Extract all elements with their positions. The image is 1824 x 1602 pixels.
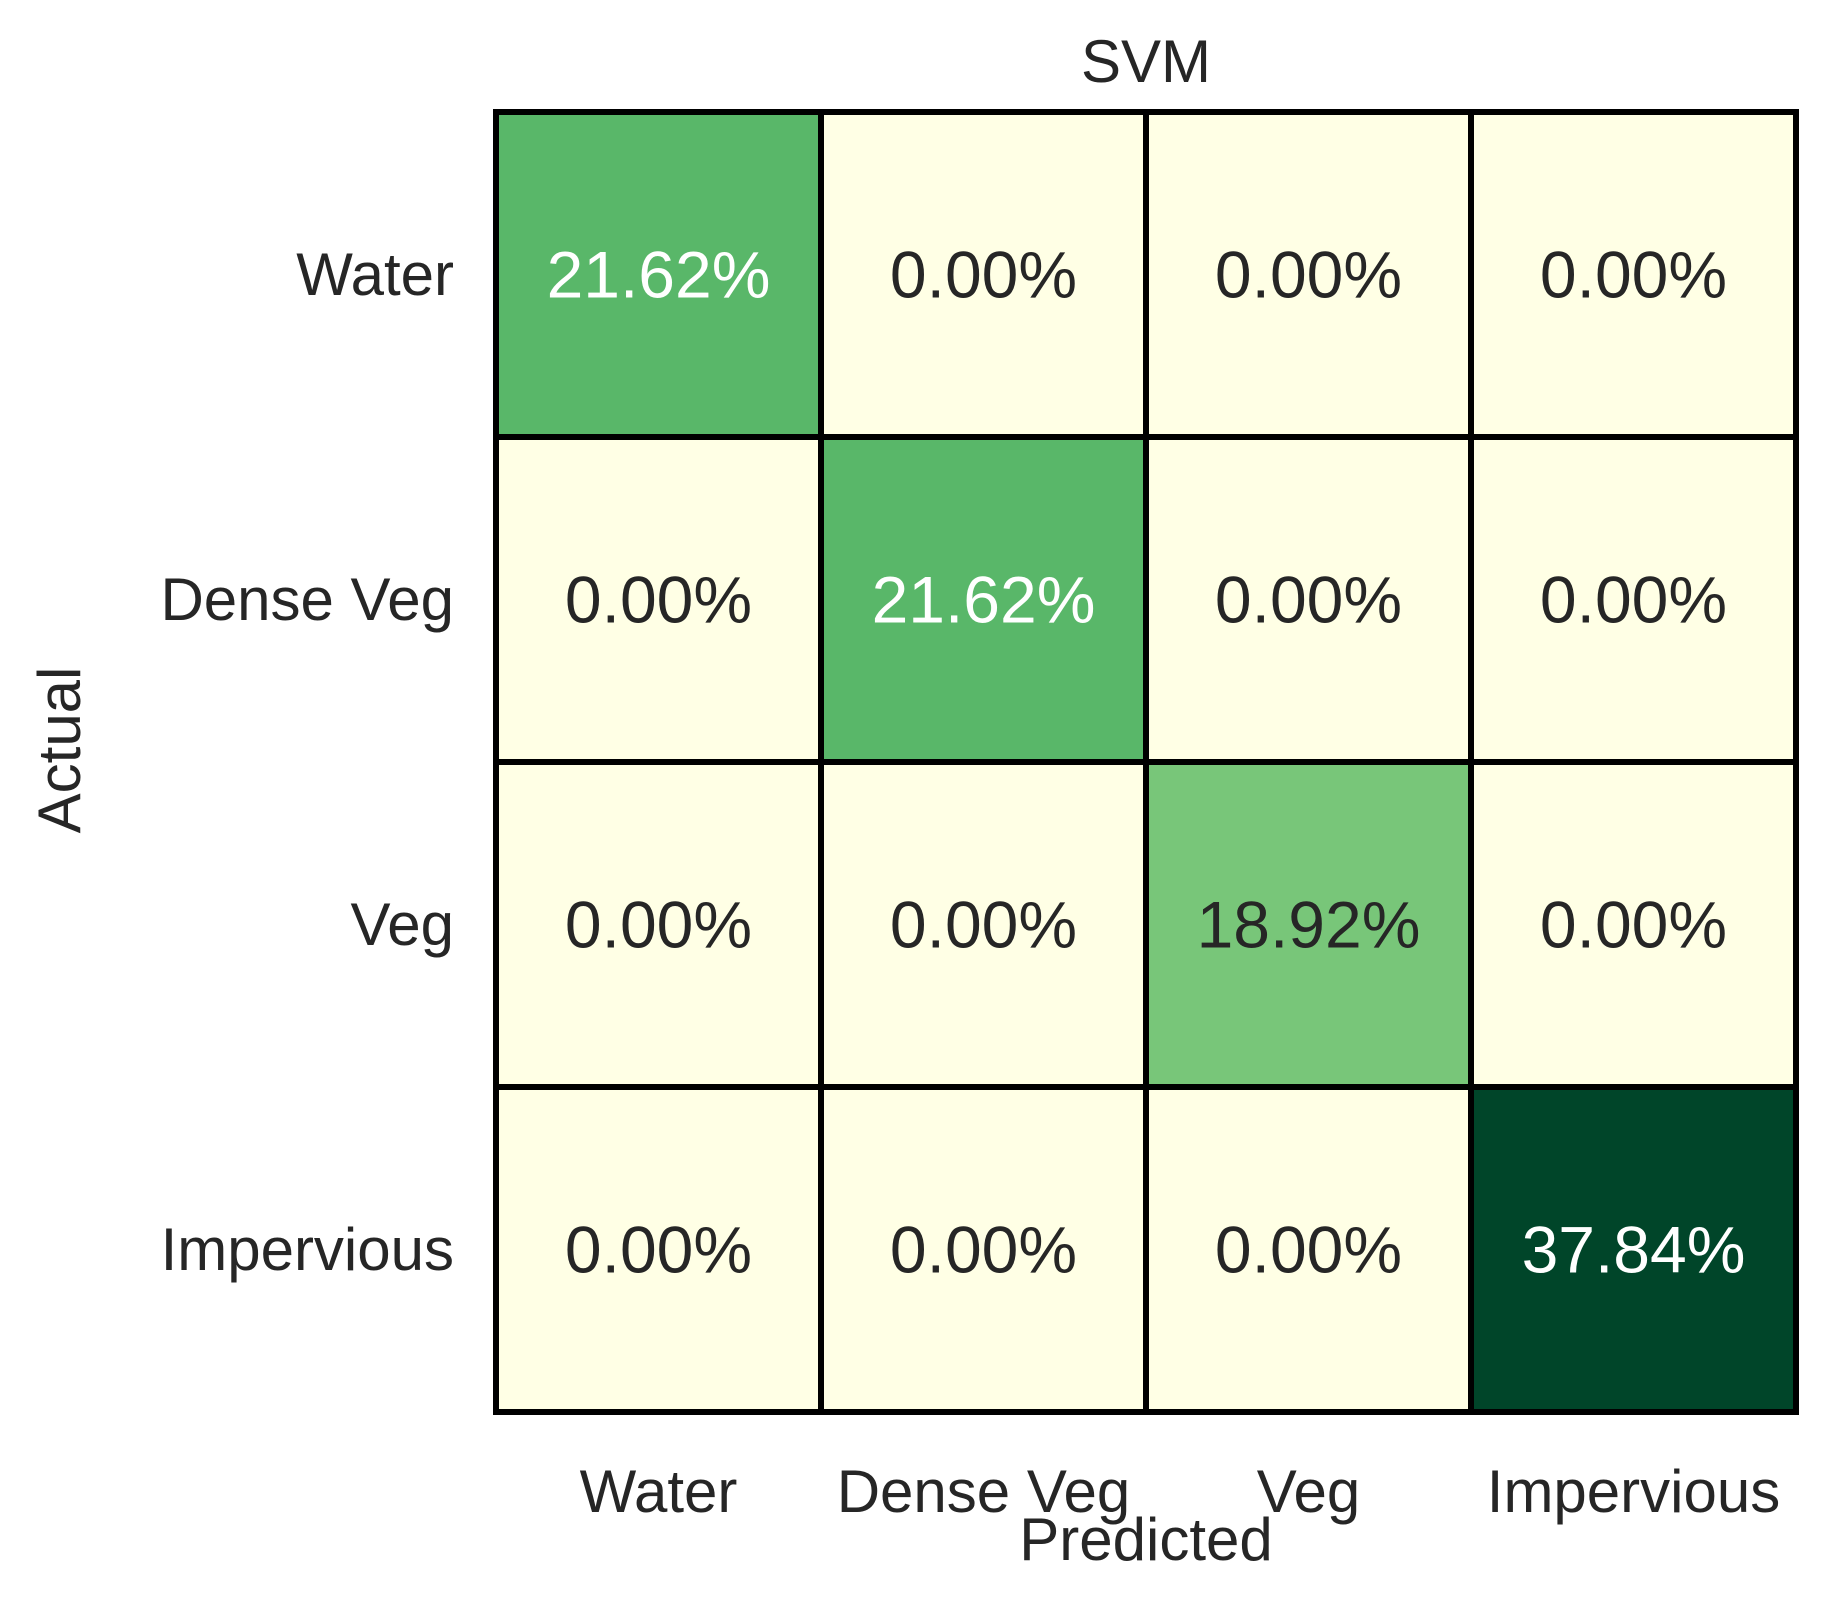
heatmap-cells [493, 109, 1799, 1415]
cell-value-label: 0.00% [1540, 238, 1727, 312]
heatmap-cell [818, 109, 1149, 440]
x-tick-label: Veg [1257, 1458, 1360, 1525]
x-tick-label: Water [580, 1458, 738, 1525]
cell-value-label: 0.00% [1215, 1213, 1402, 1287]
heatmap-cell [818, 759, 1149, 1090]
y-axis-label: Actual [26, 667, 93, 834]
cell-value-label: 0.00% [890, 888, 1077, 962]
y-tick-label: Veg [351, 891, 454, 958]
cell-value-labels: 21.62% 0.00% 0.00% 0.00% 0.00% 21.62% 0.00% 0.0… [547, 238, 1746, 1287]
heatmap-cell [818, 434, 1149, 765]
cell-value-label: 21.62% [872, 563, 1096, 637]
y-tick-label: Impervious [161, 1216, 454, 1283]
x-tick-label: Impervious [1487, 1458, 1780, 1525]
cell-value-label: 0.00% [1215, 238, 1402, 312]
cell-value-label: 0.00% [1215, 563, 1402, 637]
heatmap-cell [818, 1084, 1149, 1415]
cell-value-label: 0.00% [1540, 563, 1727, 637]
y-tick-label: Dense Veg [160, 566, 454, 633]
heatmap-cell [1468, 759, 1799, 1090]
x-tick-labels: Water Dense Veg Veg Impervious [580, 1458, 1781, 1525]
cell-value-label: 0.00% [565, 888, 752, 962]
x-tick-label: Dense Veg [837, 1458, 1131, 1525]
y-tick-label: Water [296, 241, 454, 308]
cell-value-label: 18.92% [1197, 888, 1421, 962]
y-tick-labels: Water Dense Veg Veg Impervious [160, 241, 454, 1283]
cell-value-label: 0.00% [890, 1213, 1077, 1287]
cell-value-label: 0.00% [890, 238, 1077, 312]
chart-title: SVM [1081, 28, 1211, 95]
heatmap-cell [1468, 434, 1799, 765]
x-axis-label: Predicted [1019, 1506, 1272, 1573]
cell-value-label: 0.00% [565, 563, 752, 637]
heatmap-cell [1468, 1084, 1799, 1415]
heatmap-cell [493, 109, 824, 440]
cell-value-label: 21.62% [547, 238, 771, 312]
cell-value-label: 0.00% [1540, 888, 1727, 962]
cell-value-label: 0.00% [565, 1213, 752, 1287]
heatmap-frame [494, 110, 1798, 1414]
cell-value-label: 37.84% [1522, 1213, 1746, 1287]
